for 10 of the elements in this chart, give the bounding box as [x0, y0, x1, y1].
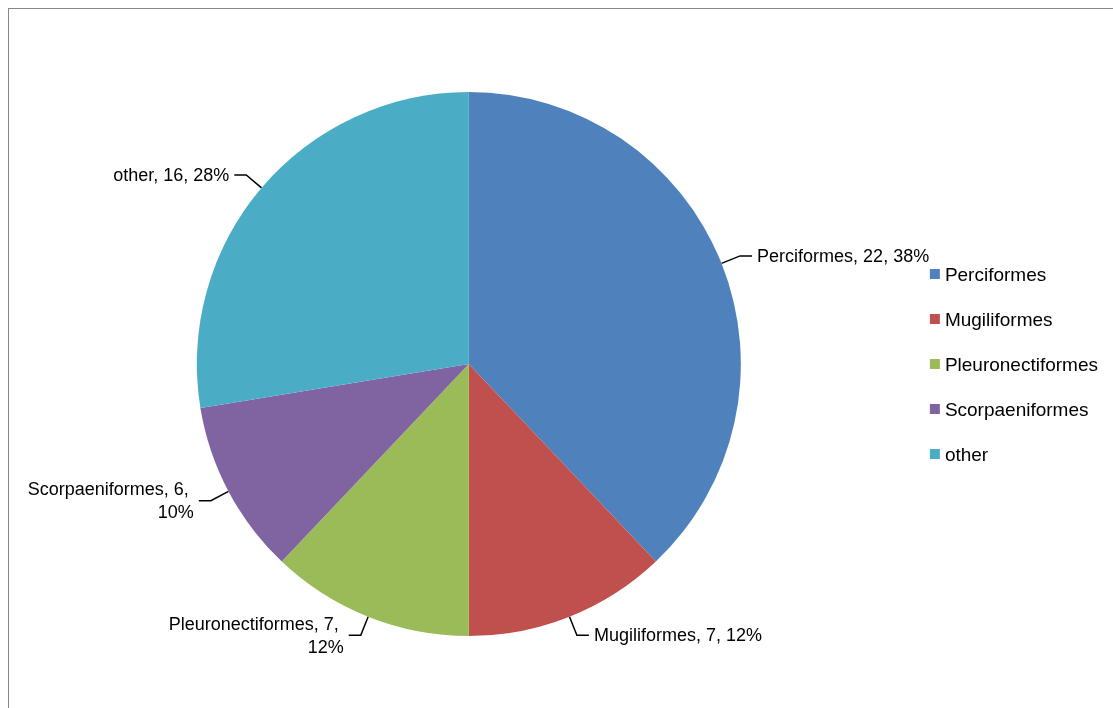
legend-label: Scorpaeniformes [944, 398, 1089, 420]
data-label: Pleuronectiformes, 7, 12% [168, 613, 344, 657]
legend-label: Perciformes [944, 263, 1047, 285]
legend-label: Mugiliformes [944, 308, 1053, 330]
data-label: other, 16, 28% [113, 164, 230, 185]
data-label: Perciformes, 22, 38% [757, 245, 930, 266]
legend-label: Pleuronectiformes [944, 353, 1098, 375]
data-label: Mugiliformes, 7, 12% [593, 625, 762, 646]
data-label: Scorpaeniformes, 6, 10% [27, 479, 194, 523]
legend-label: other [944, 443, 989, 465]
